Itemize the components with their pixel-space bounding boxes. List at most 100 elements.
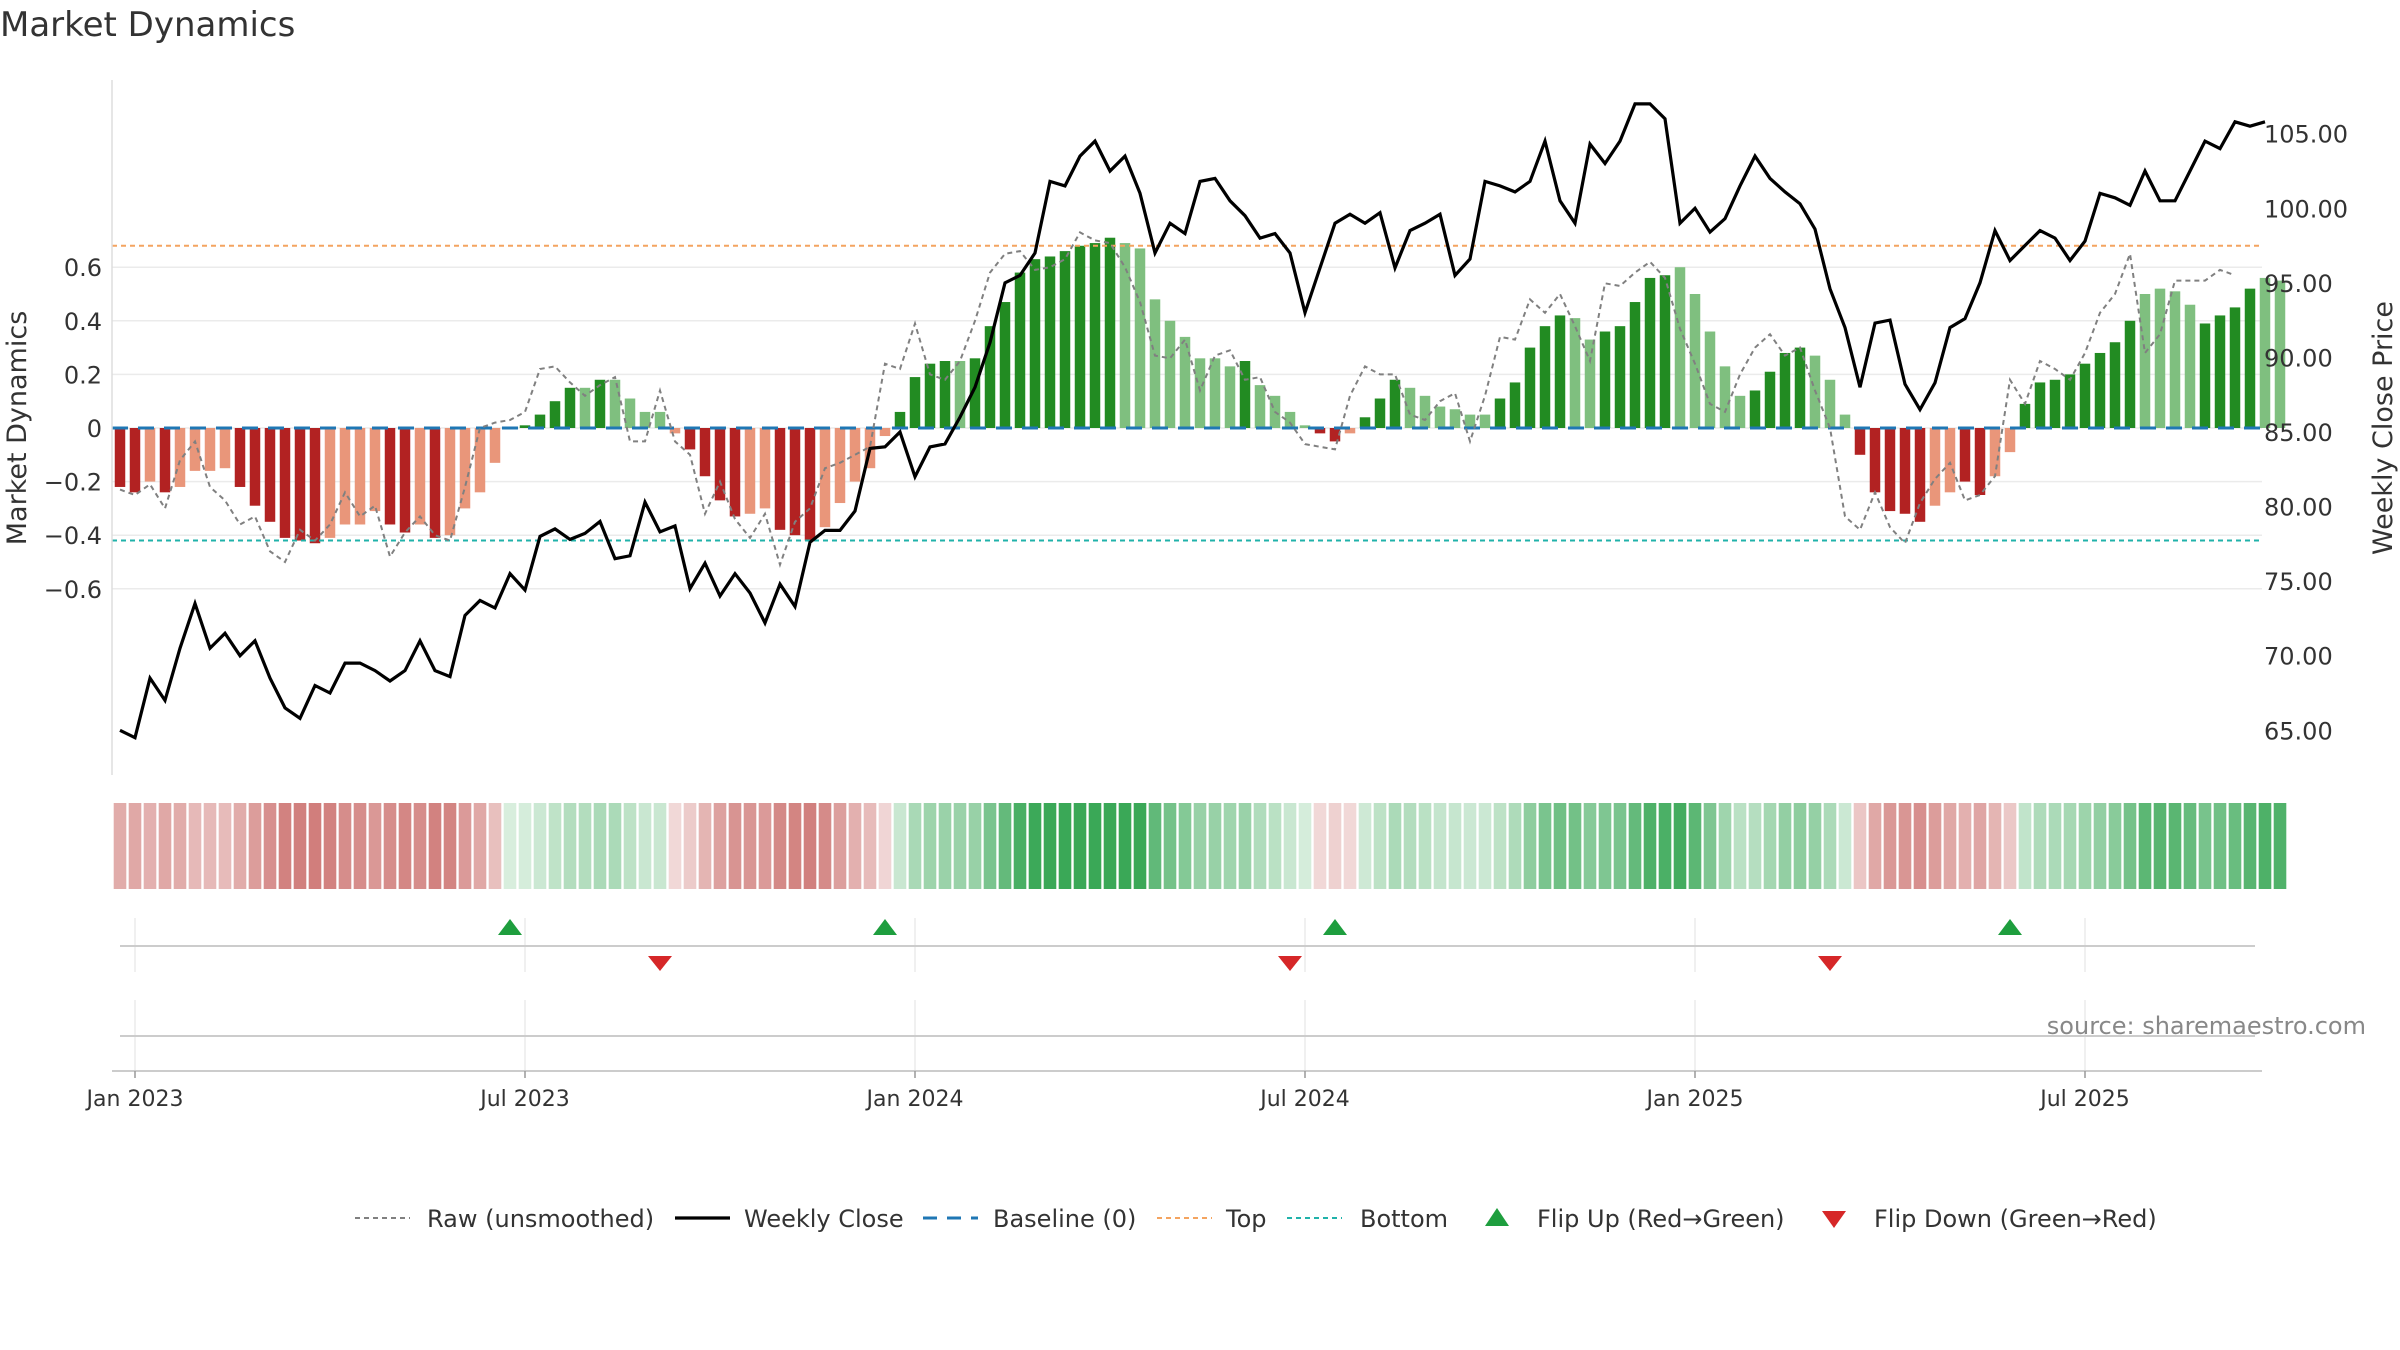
- strip-cell: [1763, 803, 1777, 889]
- strip-cell: [2138, 803, 2152, 889]
- dynamics-bar: [2124, 320, 2136, 428]
- strip-cell: [1688, 803, 1702, 889]
- dynamics-bar: [654, 411, 666, 428]
- dynamics-bar: [1554, 315, 1566, 428]
- strip-cell: [1343, 803, 1357, 889]
- strip-cell: [1808, 803, 1822, 889]
- strip-cell: [683, 803, 697, 889]
- left-axis: 0.6 0.4 0.2 0 −0.2 −0.4 −0.6: [44, 80, 113, 775]
- x-tick-label: Jul 2025: [2038, 1087, 2130, 1112]
- dynamics-bar: [1344, 428, 1356, 434]
- dynamics-bar: [999, 302, 1011, 428]
- strip-cell: [1268, 803, 1282, 889]
- strip-cell: [1958, 803, 1972, 889]
- strip-cell: [2228, 803, 2242, 889]
- dynamics-bar: [1389, 379, 1401, 428]
- strip-cell: [1943, 803, 1957, 889]
- flip-marker-panel: [120, 918, 2255, 972]
- dynamics-bar: [1869, 428, 1881, 493]
- strip-cell: [2183, 803, 2197, 889]
- strip-cell: [413, 803, 427, 889]
- dynamics-bar: [1089, 243, 1101, 428]
- dynamics-bar: [1584, 339, 1596, 428]
- dynamics-bar: [789, 428, 801, 536]
- dynamics-bar: [2259, 277, 2271, 428]
- dynamics-bar: [114, 428, 126, 487]
- strip-cell: [548, 803, 562, 889]
- strip-cell: [1778, 803, 1792, 889]
- dynamics-bar: [669, 428, 681, 434]
- strip-cell: [1043, 803, 1057, 889]
- dynamics-bar: [909, 377, 921, 428]
- dynamics-bar: [1854, 428, 1866, 455]
- legend-label: Flip Down (Green→Red): [1874, 1205, 2157, 1233]
- y-axis-label-right: Weekly Close Price: [2368, 301, 2399, 555]
- strip-cell: [503, 803, 517, 889]
- dynamics-bar: [1194, 358, 1206, 428]
- strip-cell: [1643, 803, 1657, 889]
- strip-cell: [1628, 803, 1642, 889]
- raw-line: [119, 231, 2236, 568]
- dynamics-bar: [1209, 358, 1221, 428]
- right-tick-label: 95.00: [2264, 270, 2333, 298]
- right-tick-label: 90.00: [2264, 344, 2333, 372]
- strip-cell: [1838, 803, 1852, 889]
- strip-cell: [1988, 803, 2002, 889]
- flip-down-marker: [648, 956, 672, 971]
- strip-cell: [698, 803, 712, 889]
- dynamics-bar: [2214, 315, 2226, 428]
- strip-cell: [1178, 803, 1192, 889]
- dynamics-bar: [1284, 411, 1296, 428]
- flip-down-marker: [1278, 956, 1302, 971]
- strip-cell: [1853, 803, 1867, 889]
- dynamics-bar: [1689, 294, 1701, 428]
- strip-cell: [218, 803, 232, 889]
- dynamics-bar: [1824, 379, 1836, 428]
- dynamics-bar: [264, 428, 276, 522]
- strip-cell: [563, 803, 577, 889]
- dynamics-bar: [1164, 320, 1176, 428]
- left-tick-label: 0.6: [64, 254, 102, 282]
- strip-cell: [188, 803, 202, 889]
- dynamics-bar: [1749, 390, 1761, 428]
- strip-cell: [1088, 803, 1102, 889]
- dynamics-bar: [2229, 307, 2241, 428]
- dynamics-bar: [429, 428, 441, 538]
- strip-cell: [248, 803, 262, 889]
- flip-up-marker: [873, 919, 897, 935]
- dynamics-bar: [309, 428, 321, 544]
- legend: Raw (unsmoothed) Weekly Close Baseline (0)…: [355, 1205, 2157, 1233]
- dynamics-bar: [2169, 291, 2181, 428]
- dynamics-bar: [1104, 237, 1116, 428]
- strip-cell: [1733, 803, 1747, 889]
- strip-cell: [2258, 803, 2272, 889]
- strip-cell: [878, 803, 892, 889]
- dynamics-bar: [1944, 428, 1956, 493]
- strip-cell: [1493, 803, 1507, 889]
- dynamics-bar: [1599, 331, 1611, 428]
- strip-cell: [458, 803, 472, 889]
- dynamics-bar: [804, 428, 816, 541]
- dynamics-bar: [1764, 371, 1776, 428]
- dynamics-bar: [384, 428, 396, 525]
- chart-title: Market Dynamics: [0, 5, 295, 45]
- dynamics-bar: [564, 387, 576, 428]
- strip-cell: [2273, 803, 2287, 889]
- strip-cell: [368, 803, 382, 889]
- strip-cell: [758, 803, 772, 889]
- dynamics-bar: [339, 428, 351, 525]
- dynamics-bar: [744, 428, 756, 514]
- regime-strip: [113, 803, 2287, 889]
- dynamics-bar: [1254, 385, 1266, 428]
- left-tick-label: 0.4: [64, 308, 102, 336]
- dynamics-bar: [279, 428, 291, 538]
- dynamics-bar: [2064, 374, 2076, 428]
- dynamics-bar: [594, 379, 606, 428]
- strip-cell: [158, 803, 172, 889]
- dynamics-bar: [444, 428, 456, 536]
- strip-cell: [1883, 803, 1897, 889]
- dynamics-bar: [1569, 318, 1581, 428]
- right-tick-label: 80.00: [2264, 494, 2333, 522]
- dynamics-bar: [1299, 425, 1311, 428]
- strip-cell: [1328, 803, 1342, 889]
